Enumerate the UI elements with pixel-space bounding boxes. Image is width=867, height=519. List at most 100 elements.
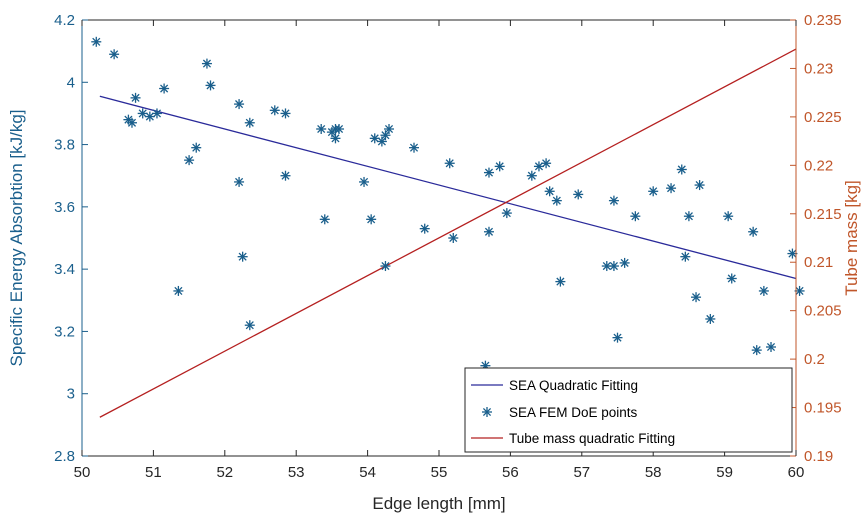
doe-point [334,124,345,134]
y-right-tick-label: 0.225 [804,109,842,126]
y-left-tick-label: 3.2 [54,323,75,340]
doe-point [144,111,155,122]
y-left-ticks: 2.8 3 3.2 3.4 3.6 3.8 4 4.2 [54,12,88,465]
legend-asterisk [482,407,492,417]
x-tick-label: 57 [573,464,590,481]
doe-point [234,176,245,187]
x-axis-label: Edge length [mm] [372,494,505,513]
x-ticks: 50 51 52 53 54 55 56 57 58 59 60 [74,20,805,481]
doe-point [191,142,202,153]
doe-point [159,83,170,94]
doe-point [726,273,737,284]
doe-point [205,80,216,91]
doe-point [608,261,619,272]
doe-point [269,105,280,116]
doe-point [501,208,512,219]
doe-point [483,226,494,237]
mass-fit-line [99,48,797,418]
y-right-axis-label: Tube mass [kg] [842,180,861,296]
x-tick-label: 54 [359,464,376,481]
x-tick-label: 60 [788,464,805,481]
y-left-tick-label: 3.6 [54,199,75,216]
legend-label-doe-points: SEA FEM DoE points [509,405,638,420]
doe-point [330,133,341,144]
y-right-tick-label: 0.22 [804,157,833,174]
doe-point [380,261,391,272]
doe-point [555,276,566,287]
doe-point [612,332,623,343]
doe-point [173,285,184,296]
legend-box [464,367,793,453]
doe-point [280,108,291,119]
x-tick-label: 51 [145,464,162,481]
doe-point [680,251,691,262]
doe-point [319,214,330,225]
doe-point [448,233,459,243]
y-right-tick-label: 0.19 [804,448,833,465]
doe-point [483,167,494,178]
doe-point [244,117,255,128]
x-tick-label: 52 [216,464,233,481]
doe-point [316,124,327,134]
doe-point [766,342,777,352]
legend: SEA Quadratic Fitting SEA FEM DoE points… [464,367,793,453]
y-left-tick-label: 4.2 [54,12,75,29]
x-tick-label: 53 [288,464,305,481]
doe-point [544,186,555,197]
doe-point [444,158,455,169]
y-right-tick-label: 0.205 [804,303,842,320]
legend-symbol-doe-points [482,407,492,417]
legend-label-mass-fit: Tube mass quadratic Fitting [509,431,675,446]
doe-point [280,170,291,181]
doe-point [123,114,134,125]
doe-point [630,211,641,222]
doe-point [376,136,387,147]
doe-point [691,292,702,303]
doe-point [619,257,630,268]
y-right-tick-label: 0.215 [804,206,842,223]
doe-point [380,130,391,141]
doe-point [705,313,716,324]
doe-point [748,226,759,237]
y-right-tick-label: 0.2 [804,351,825,368]
doe-point [573,189,584,200]
doe-point [694,180,705,191]
sea-fit-line [99,95,797,280]
y-left-tick-label: 3.8 [54,137,75,154]
doe-point [184,155,195,166]
doe-point [666,183,677,194]
y-left-tick-label: 4 [67,74,75,91]
doe-point [608,195,619,206]
doe-point [109,49,120,60]
doe-point [201,58,212,69]
y-left-axis-label: Specific Energy Absorbtion [kJ/kg] [7,109,26,366]
doe-point [237,251,248,262]
y-right-ticks: 0.19 0.195 0.2 0.205 0.21 0.215 0.22 0.225 0.23 0… [790,12,842,465]
y-left-tick-label: 2.8 [54,448,75,465]
doe-point [384,124,395,134]
x-tick-label: 58 [645,464,662,481]
y-left-tick-label: 3 [67,386,75,403]
doe-point [130,92,141,103]
doe-point [359,176,370,187]
doe-point [676,164,687,175]
doe-point [91,36,102,47]
y-right-tick-label: 0.235 [804,12,842,29]
doe-point [366,214,377,225]
x-tick-label: 56 [502,464,519,481]
doe-point [751,345,762,356]
doe-point [244,320,255,331]
doe-point [526,170,537,181]
plot-area [81,19,805,457]
doe-point [234,99,245,110]
y-right-tick-label: 0.195 [804,400,842,417]
doe-point [541,158,552,169]
y-left-tick-label: 3.4 [54,261,75,278]
doe-point [683,211,694,222]
doe-point [758,285,769,296]
x-tick-label: 59 [716,464,733,481]
y-right-tick-label: 0.21 [804,254,833,271]
legend-label-sea-fit: SEA Quadratic Fitting [509,378,638,393]
doe-point [419,223,430,234]
